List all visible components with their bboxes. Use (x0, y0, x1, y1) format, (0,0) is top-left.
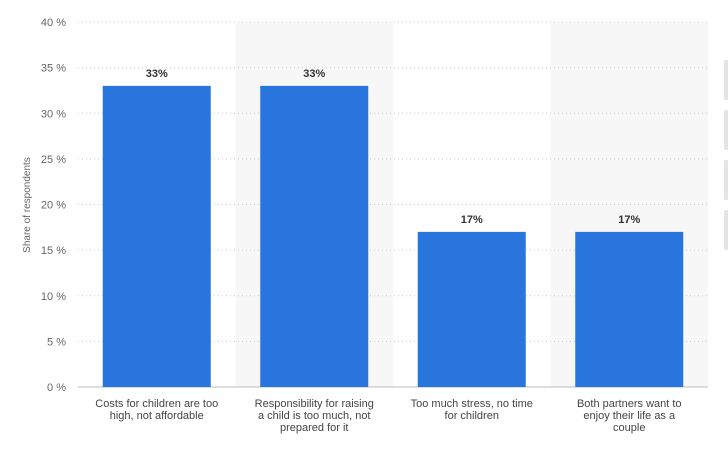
bar (260, 85, 369, 387)
y-tick-label: 25 % (41, 154, 66, 166)
y-tick-label: 10 % (41, 291, 66, 303)
x-category-label: Costs for children are too high, not affo… (95, 398, 218, 422)
x-category-label: Too much stress, no time for children (411, 398, 533, 422)
x-axis-category-labels: Costs for children are too high, not affo… (95, 398, 681, 434)
y-axis-ticks: 0 % 5 % 10 % 15 % 20 % 25 % 30 % 35 % 40 % (41, 17, 66, 394)
y-tick-label: 35 % (41, 63, 66, 75)
y-tick-label: 30 % (41, 108, 66, 120)
bar (575, 231, 684, 387)
bars (102, 85, 684, 387)
y-tick-label: 0 % (47, 382, 66, 394)
x-category-label: Responsibility for raising a child is too… (255, 398, 374, 434)
scrollbar-edge (724, 210, 728, 250)
data-label: 17% (461, 214, 483, 226)
y-tick-label: 40 % (41, 17, 66, 29)
y-tick-label: 20 % (41, 200, 66, 212)
scrollbar-edge (724, 160, 728, 200)
bar (417, 231, 526, 387)
y-axis-label: Share of respondents (22, 157, 33, 253)
scrollbar-edge (724, 60, 728, 100)
data-label: 33% (146, 68, 168, 80)
data-labels: 33% 33% 17% 17% (146, 68, 641, 226)
x-category-label: Both partners want to enjoy their life as… (577, 398, 682, 434)
data-label: 33% (303, 68, 325, 80)
y-tick-label: 15 % (41, 245, 66, 257)
y-tick-label: 5 % (47, 336, 66, 348)
scrollbar-edge (724, 110, 728, 150)
data-label: 17% (618, 214, 640, 226)
bar (102, 85, 211, 387)
